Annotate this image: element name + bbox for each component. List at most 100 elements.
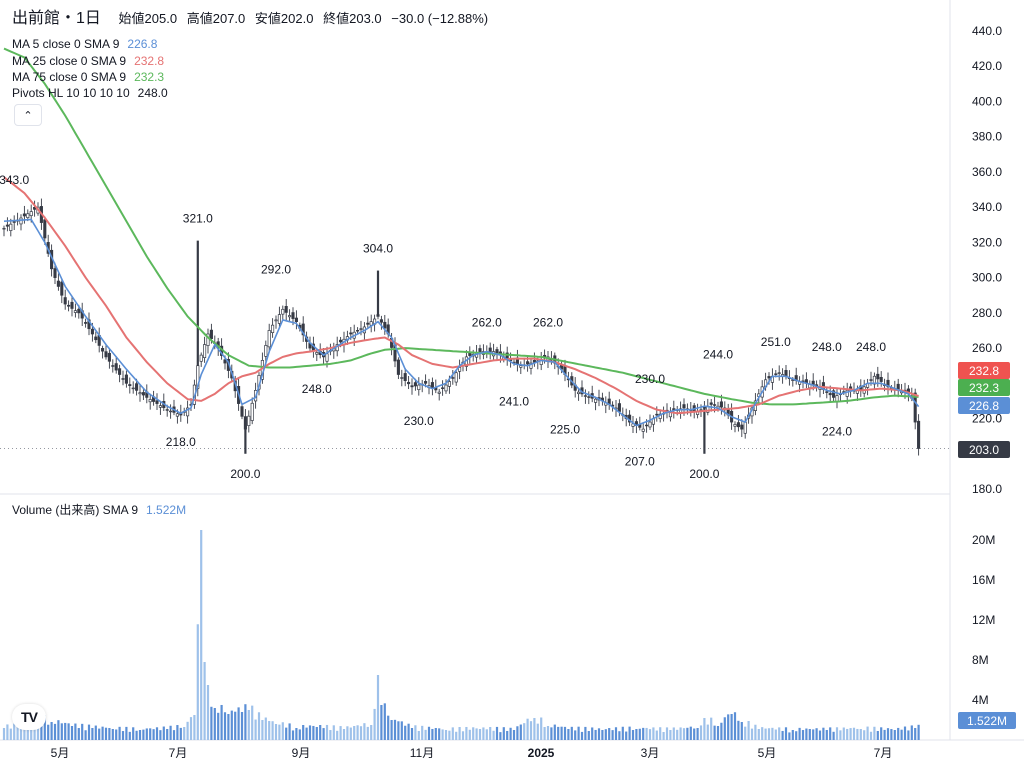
volume-bar — [281, 722, 284, 740]
volume-bar — [142, 729, 145, 740]
volume-bar — [723, 717, 726, 740]
volume-bar — [448, 730, 451, 740]
volume-bar — [254, 719, 257, 740]
volume-bar — [104, 727, 108, 740]
volume-bar — [47, 724, 50, 740]
volume-bar — [907, 730, 910, 740]
volume-bar — [308, 725, 312, 740]
pivot-label: 224.0 — [822, 424, 852, 438]
pivot-label: 321.0 — [183, 212, 213, 226]
pivots-legend[interactable]: Pivots HL 10 10 10 10 248.0 — [12, 85, 168, 101]
volume-bar — [546, 726, 550, 740]
volume-bar — [859, 729, 862, 740]
volume-bar — [710, 717, 713, 740]
volume-bar — [509, 727, 512, 740]
candle-body — [111, 365, 115, 367]
candle-body — [437, 391, 441, 394]
symbol-title[interactable]: 出前館・1日 — [12, 10, 101, 27]
volume-bar — [482, 727, 485, 740]
pivot-label: 225.0 — [550, 423, 580, 437]
volume-bar — [94, 725, 97, 740]
price-badge — [958, 441, 1010, 458]
volume-tick-label: 8M — [972, 653, 989, 667]
ma25-value: 232.8 — [134, 54, 165, 68]
volume-bar — [655, 730, 658, 740]
volume-bar — [795, 731, 798, 740]
volume-bar — [421, 725, 424, 740]
volume-bar — [298, 729, 301, 740]
volume-bar — [193, 715, 196, 740]
volume-bar — [897, 727, 900, 740]
ma25-legend[interactable]: MA 25 close 0 SMA 9 232.8 — [12, 53, 164, 69]
volume-bar — [312, 725, 315, 740]
volume-bar — [213, 708, 216, 740]
candle-body — [284, 306, 288, 313]
candle-body — [594, 398, 598, 403]
candle-body — [250, 402, 254, 421]
volume-bar — [125, 726, 128, 740]
volume-bar — [801, 730, 805, 740]
volume-bar — [159, 730, 162, 740]
candle-body — [288, 315, 292, 318]
volume-bar — [550, 727, 553, 740]
volume-bar — [682, 728, 686, 740]
ma5-value: 226.8 — [127, 37, 158, 51]
volume-legend[interactable]: Volume (出来高) SMA 9 1.522M — [12, 502, 186, 518]
time-tick-label: 5月 — [758, 746, 777, 760]
volume-bar — [574, 730, 577, 740]
candle-body — [784, 370, 788, 377]
candle-body — [203, 344, 207, 359]
collapse-legend-button[interactable]: ⌃ — [14, 104, 42, 126]
pivot-label: 248.0 — [302, 382, 332, 396]
volume-bar — [244, 704, 247, 740]
candle-body — [267, 330, 271, 348]
volume-bar — [839, 730, 842, 740]
volume-bar — [40, 722, 43, 740]
volume-bar — [438, 728, 441, 740]
volume-bar — [87, 724, 91, 740]
volume-bar — [407, 723, 410, 740]
candle-body — [77, 308, 81, 314]
ma75-legend[interactable]: MA 75 close 0 SMA 9 232.3 — [12, 69, 164, 85]
candle-body — [63, 297, 67, 305]
volume-bar — [417, 730, 420, 740]
volume-bar — [322, 728, 325, 740]
volume-bar — [376, 675, 380, 740]
candle-body — [155, 400, 159, 404]
price-tick-label: 220.0 — [972, 412, 1002, 426]
volume-bar — [247, 710, 250, 740]
candle-body — [121, 378, 125, 380]
volume-bar — [319, 725, 322, 740]
volume-bar — [149, 728, 152, 740]
candle-body — [209, 329, 213, 340]
volume-bar — [696, 728, 699, 740]
candle-body — [277, 314, 281, 324]
volume-bar — [886, 728, 890, 740]
volume-bar — [628, 726, 631, 740]
candle-body — [349, 332, 353, 335]
pivot-label: 244.0 — [703, 347, 733, 361]
price-badge-label: 203.0 — [969, 443, 999, 457]
volume-bar — [339, 726, 342, 740]
volume-bar — [145, 728, 148, 740]
volume-bar — [118, 726, 121, 740]
volume-bar — [652, 727, 655, 740]
candle-body — [488, 347, 492, 352]
tradingview-logo-icon[interactable]: TV — [12, 704, 46, 730]
candle-body — [740, 424, 744, 430]
candle-body — [777, 372, 781, 374]
pivot-label: 230.0 — [404, 414, 434, 428]
ma5-legend[interactable]: MA 5 close 0 SMA 9 226.8 — [12, 36, 157, 52]
volume-bar — [431, 728, 434, 740]
volume-bar — [495, 726, 499, 740]
volume-bar — [234, 711, 237, 740]
candle-body — [199, 354, 203, 362]
volume-bar — [642, 727, 645, 740]
volume-bar — [278, 724, 281, 740]
candle-body — [70, 301, 74, 309]
candle-body — [29, 211, 33, 217]
volume-bar — [380, 705, 383, 740]
volume-bar — [64, 722, 67, 740]
pivot-label: 248.0 — [856, 340, 886, 354]
